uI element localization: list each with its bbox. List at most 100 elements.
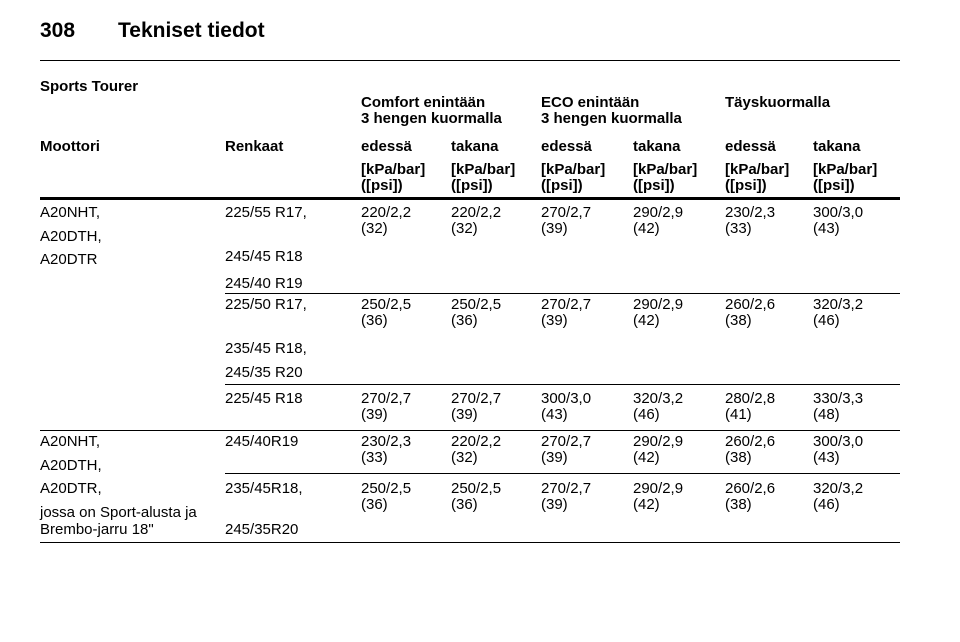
pressure-value: (38) [725,496,752,513]
engine: A20DTH, [40,457,102,474]
pressure-value: 300/3,0 [541,390,592,407]
column-header: edessä [541,138,592,155]
pressure-value: 290/2,9 [633,296,684,313]
engine: A20NHT, [40,433,101,450]
unit-header: [kPa/bar] [633,161,698,178]
unit-header: ([psi]) [451,177,493,194]
pressure-value: 300/3,0 [813,433,864,450]
pressure-value: (33) [725,220,752,237]
pressure-value: (41) [725,406,752,423]
tire-size: 225/50 R17, [225,296,307,313]
column-header: edessä [361,138,412,155]
pressure-value: (39) [541,312,568,329]
unit-header: ([psi]) [541,177,583,194]
group-header: Comfort enintään [361,94,486,111]
pressure-value: (46) [813,496,840,513]
header-rule [40,60,900,61]
engine: Brembo-jarru 18" [40,521,154,538]
pressure-value: (32) [451,220,478,237]
tire-size: 225/55 R17, [225,204,307,221]
pressure-value: (39) [361,406,388,423]
unit-header: [kPa/bar] [361,161,426,178]
pressure-value: 260/2,6 [725,480,776,497]
pressure-value: (36) [451,312,478,329]
pressure-value: (46) [813,312,840,329]
pressure-value: (39) [541,496,568,513]
unit-header: [kPa/bar] [451,161,516,178]
engine: jossa on Sport-alusta ja [40,504,197,521]
page-title: Tekniset tiedot [118,19,265,42]
pressure-value: 220/2,2 [361,204,412,221]
tire-size: 245/45 R18 [225,248,303,265]
pressure-value: 260/2,6 [725,433,776,450]
pressure-value: (39) [541,220,568,237]
column-header: takana [451,138,499,155]
column-header: Renkaat [225,138,284,155]
unit-header: ([psi]) [725,177,767,194]
column-header: Moottori [40,138,100,155]
pressure-value: 300/3,0 [813,204,864,221]
pressure-value: 290/2,9 [633,204,684,221]
unit-header: ([psi]) [361,177,403,194]
tire-size: 245/35R20 [225,521,299,538]
pressure-value: 230/2,3 [361,433,412,450]
unit-header: [kPa/bar] [725,161,790,178]
engine: A20DTR, [40,480,102,497]
pressure-value: 270/2,7 [451,390,502,407]
pressure-value: (38) [725,449,752,466]
pressure-value: (46) [633,406,660,423]
pressure-value: 220/2,2 [451,204,502,221]
group-header: 3 hengen kuormalla [361,110,502,127]
pressure-value: (32) [361,220,388,237]
engine: A20DTH, [40,228,102,245]
table-caption: Sports Tourer [40,78,139,95]
pressure-value: (43) [813,220,840,237]
pressure-value: (32) [451,449,478,466]
tire-size: 245/40R19 [225,433,299,450]
pressure-value: (42) [633,220,660,237]
pressure-value: (36) [361,496,388,513]
table-rule [225,384,900,385]
pressure-value: 320/3,2 [633,390,684,407]
table-rule [40,197,900,200]
column-header: edessä [725,138,776,155]
pressure-value: (43) [813,449,840,466]
column-header: takana [633,138,681,155]
pressure-value: 290/2,9 [633,433,684,450]
group-header: 3 hengen kuormalla [541,110,682,127]
pressure-value: 320/3,2 [813,296,864,313]
group-header: Täyskuormalla [725,94,831,111]
engine: A20NHT, [40,204,101,221]
pressure-value: (39) [451,406,478,423]
pressure-value: (38) [725,312,752,329]
engine: A20DTR [40,251,98,268]
pressure-value: 320/3,2 [813,480,864,497]
table-rule [225,293,900,294]
pressure-value: (33) [361,449,388,466]
unit-header: ([psi]) [633,177,675,194]
pressure-value: (36) [451,496,478,513]
pressure-value: 270/2,7 [541,433,592,450]
pressure-value: (42) [633,312,660,329]
table-rule [40,542,900,543]
tire-size: 245/35 R20 [225,364,303,381]
pressure-value: 270/2,7 [361,390,412,407]
unit-header: [kPa/bar] [813,161,878,178]
pressure-value: 260/2,6 [725,296,776,313]
pressure-value: 250/2,5 [451,296,502,313]
pressure-value: (48) [813,406,840,423]
tire-size: 235/45 R18, [225,340,307,357]
pressure-value: 270/2,7 [541,480,592,497]
pressure-value: 330/3,3 [813,390,864,407]
pressure-value: 250/2,5 [451,480,502,497]
pressure-value: (36) [361,312,388,329]
pressure-value: 270/2,7 [541,204,592,221]
group-header: ECO enintään [541,94,640,111]
pressure-value: 280/2,8 [725,390,776,407]
pressure-value: 270/2,7 [541,296,592,313]
pressure-value: 290/2,9 [633,480,684,497]
unit-header: ([psi]) [813,177,855,194]
pressure-value: 250/2,5 [361,296,412,313]
unit-header: [kPa/bar] [541,161,606,178]
